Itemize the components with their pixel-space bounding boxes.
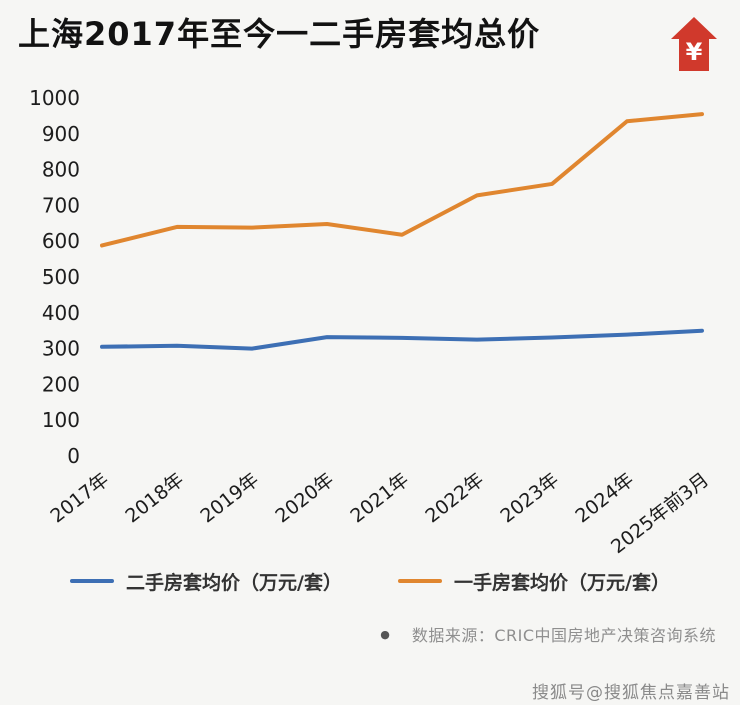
x-axis-tick-label: 2024年 — [571, 469, 638, 528]
x-axis-tick-label: 2020年 — [271, 469, 338, 528]
watermark-text: 搜狐号@搜狐焦点嘉善站 — [532, 683, 730, 703]
svg-text:¥: ¥ — [686, 38, 703, 66]
series-line — [100, 112, 704, 248]
legend-line-swatch — [70, 579, 115, 583]
chart-area: 0 100 200 300 400 500 600 700 800 900 1000 2017年 201… — [0, 78, 740, 558]
y-axis-tick-label: 900 — [42, 122, 80, 146]
legend-line-swatch — [398, 579, 442, 583]
x-axis-tick-label: 2017年 — [46, 469, 113, 528]
y-axis-tick-label: 600 — [42, 229, 80, 253]
legend-item: 二手房套均价（万元/套） — [70, 568, 342, 595]
y-axis-tick-label: 100 — [42, 408, 80, 432]
source-bullet-icon: ● — [380, 627, 390, 641]
y-axis-tick-label: 300 — [42, 337, 80, 361]
x-axis-tick-label: 2018年 — [121, 469, 188, 528]
x-axis-tick-label: 2023年 — [496, 469, 563, 528]
x-axis-tick-label: 2021年 — [346, 469, 413, 528]
source-row: ● 数据来源：CRIC中国房地产决策咨询系统 — [0, 622, 740, 646]
y-axis-tick-label: 800 — [42, 158, 80, 182]
y-axis-tick-label: 200 — [42, 372, 80, 396]
y-axis-tick-label: 400 — [42, 301, 80, 325]
y-axis-tick-label: 0 — [67, 444, 80, 468]
y-axis-tick-label: 1000 — [29, 86, 80, 110]
y-axis-tick-label: 500 — [42, 265, 80, 289]
page-title: 上海2017年至今一二手房套均总价 — [18, 15, 541, 53]
x-axis-tick-label: 2019年 — [196, 469, 263, 528]
house-yen-icon: ¥ — [671, 17, 717, 71]
legend-label: 一手房套均价（万元/套） — [454, 571, 670, 594]
legend: 二手房套均价（万元/套） 一手房套均价（万元/套） — [0, 564, 740, 598]
legend-item: 一手房套均价（万元/套） — [398, 568, 670, 595]
series-line — [100, 328, 704, 351]
y-axis-tick-label: 700 — [42, 193, 80, 217]
source-text: 数据来源：CRIC中国房地产决策咨询系统 — [411, 626, 716, 645]
header: 上海2017年至今一二手房套均总价 ¥ — [0, 0, 740, 72]
x-axis-tick-label: 2022年 — [421, 469, 488, 528]
legend-label: 二手房套均价（万元/套） — [126, 571, 342, 594]
